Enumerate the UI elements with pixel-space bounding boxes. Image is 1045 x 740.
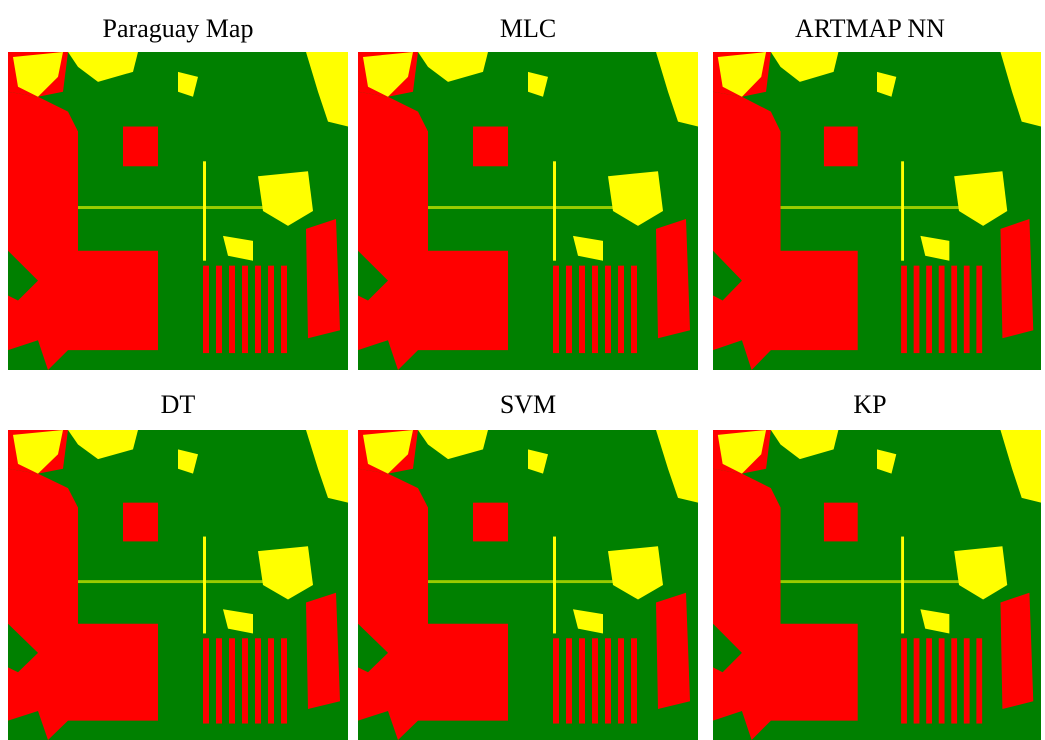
panel-title: ARTMAP NN (700, 14, 1040, 44)
panel-title: DT (8, 390, 348, 420)
panel-title: Paraguay Map (8, 14, 348, 44)
map-image (358, 430, 698, 740)
map-image (358, 52, 698, 370)
figure: Paraguay Map MLC ARTMAP NN DT SVM KP (0, 0, 1045, 740)
map-image (8, 52, 348, 370)
map-image (713, 430, 1041, 740)
map-image (8, 430, 348, 740)
panel-title: SVM (358, 390, 698, 420)
panel-title: MLC (358, 14, 698, 44)
panel-title: KP (700, 390, 1040, 420)
map-image (713, 52, 1041, 370)
